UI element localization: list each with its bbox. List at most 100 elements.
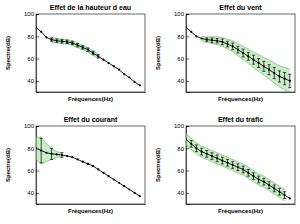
point	[102, 172, 104, 174]
point	[186, 138, 187, 140]
error-bar-cap	[236, 163, 239, 164]
error-bar-stem	[289, 74, 290, 87]
error-bar-cap	[257, 176, 260, 177]
error-bar-cap	[242, 49, 245, 50]
y-tick-mark	[36, 171, 39, 172]
error-bar-cap	[236, 53, 239, 54]
band	[202, 36, 290, 92]
error-bar-cap	[226, 159, 229, 160]
error-bar-cap	[278, 81, 281, 82]
y-tick-mark	[36, 81, 39, 82]
line	[36, 27, 140, 85]
error-bar-stem	[217, 155, 218, 162]
error-bar-cap	[262, 185, 265, 186]
point	[76, 158, 78, 160]
error-bar-stem	[284, 192, 285, 199]
error-bar-cap	[252, 172, 255, 173]
y-tick-mark	[186, 14, 189, 15]
point	[273, 187, 275, 189]
y-tick-label: 60	[27, 56, 34, 62]
point	[242, 52, 244, 54]
error-bar-stem	[284, 73, 285, 85]
error-bar	[262, 178, 265, 185]
y-tick-mark	[36, 193, 39, 194]
error-bar	[252, 55, 255, 64]
error-bar-cap	[97, 58, 100, 59]
band-edge	[36, 157, 62, 164]
point	[134, 81, 136, 83]
error-bar-cap	[60, 39, 63, 40]
error-bar-stem	[243, 49, 244, 57]
error-bar-stem	[263, 61, 264, 71]
band-edge	[202, 41, 290, 92]
error-bar-cap	[252, 179, 255, 180]
error-bar-stem	[211, 38, 212, 42]
error-bar-cap	[257, 67, 260, 68]
y-axis: 406080100	[24, 11, 39, 92]
y-tick-label: 60	[177, 168, 184, 174]
point	[71, 42, 73, 44]
error-bar-stem	[248, 169, 249, 176]
error-bar-cap	[92, 51, 95, 52]
error-bar-cap	[268, 188, 271, 189]
panel: 406080100Effet du ventFréquences(Hz)Spec…	[155, 4, 296, 102]
x-axis-line	[37, 204, 146, 205]
y-axis-title: Spectre(dB)	[155, 148, 161, 182]
error-bar-cap	[247, 52, 250, 53]
plot-area	[186, 134, 291, 201]
y-tick-mark	[186, 171, 189, 172]
point	[61, 154, 63, 156]
point	[195, 147, 197, 149]
point	[190, 31, 192, 33]
point	[45, 152, 47, 154]
error-bar-cap	[283, 72, 286, 73]
error-bar-stem	[279, 71, 280, 82]
error-bar	[252, 173, 255, 180]
error-bar-cap	[205, 157, 208, 158]
error-bar-stem	[51, 38, 52, 41]
point	[258, 178, 260, 180]
y-tick-mark	[186, 81, 189, 82]
error-bar	[226, 159, 229, 166]
error-bar-stem	[274, 185, 275, 192]
error-bar	[40, 138, 43, 163]
y-tick-label: 80	[27, 146, 34, 152]
x-axis	[187, 204, 296, 205]
error-bar-cap	[242, 172, 245, 173]
error-bar-stem	[61, 153, 62, 157]
error-bar-cap	[86, 51, 89, 52]
x-axis-title: Fréquences(Hz)	[68, 96, 113, 102]
error-bar-cap	[210, 42, 213, 43]
error-bar	[205, 38, 208, 41]
y-tick-label: 40	[177, 190, 184, 196]
error-bar-stem	[258, 59, 259, 68]
error-bar-cap	[200, 148, 203, 149]
error-bar	[205, 151, 208, 158]
y-tick-mark	[186, 59, 189, 60]
title: Effet du courant	[64, 116, 118, 123]
error-bar-cap	[257, 182, 260, 183]
title: Effet du trafic	[218, 116, 263, 123]
error-bar-cap	[283, 84, 286, 85]
error-bar-stem	[269, 65, 270, 75]
error-bar-cap	[71, 44, 74, 45]
error-bar	[81, 46, 84, 49]
error-bar	[242, 49, 245, 57]
point	[56, 153, 58, 155]
error-bar-stem	[206, 151, 207, 158]
y-tick-label: 80	[177, 146, 184, 152]
error-bar-cap	[216, 161, 219, 162]
y-tick-label: 40	[27, 78, 34, 84]
point	[190, 143, 192, 145]
point	[87, 49, 89, 51]
y-tick: 60	[27, 56, 39, 62]
error-bar-cap	[231, 42, 234, 43]
point	[128, 188, 130, 190]
error-bar-cap	[268, 74, 271, 75]
error-bar-cap	[205, 150, 208, 151]
error-bar-stem	[222, 157, 223, 164]
error-bar	[66, 40, 69, 43]
point	[237, 166, 239, 168]
error-bar-stem	[87, 48, 88, 51]
line	[186, 139, 290, 198]
